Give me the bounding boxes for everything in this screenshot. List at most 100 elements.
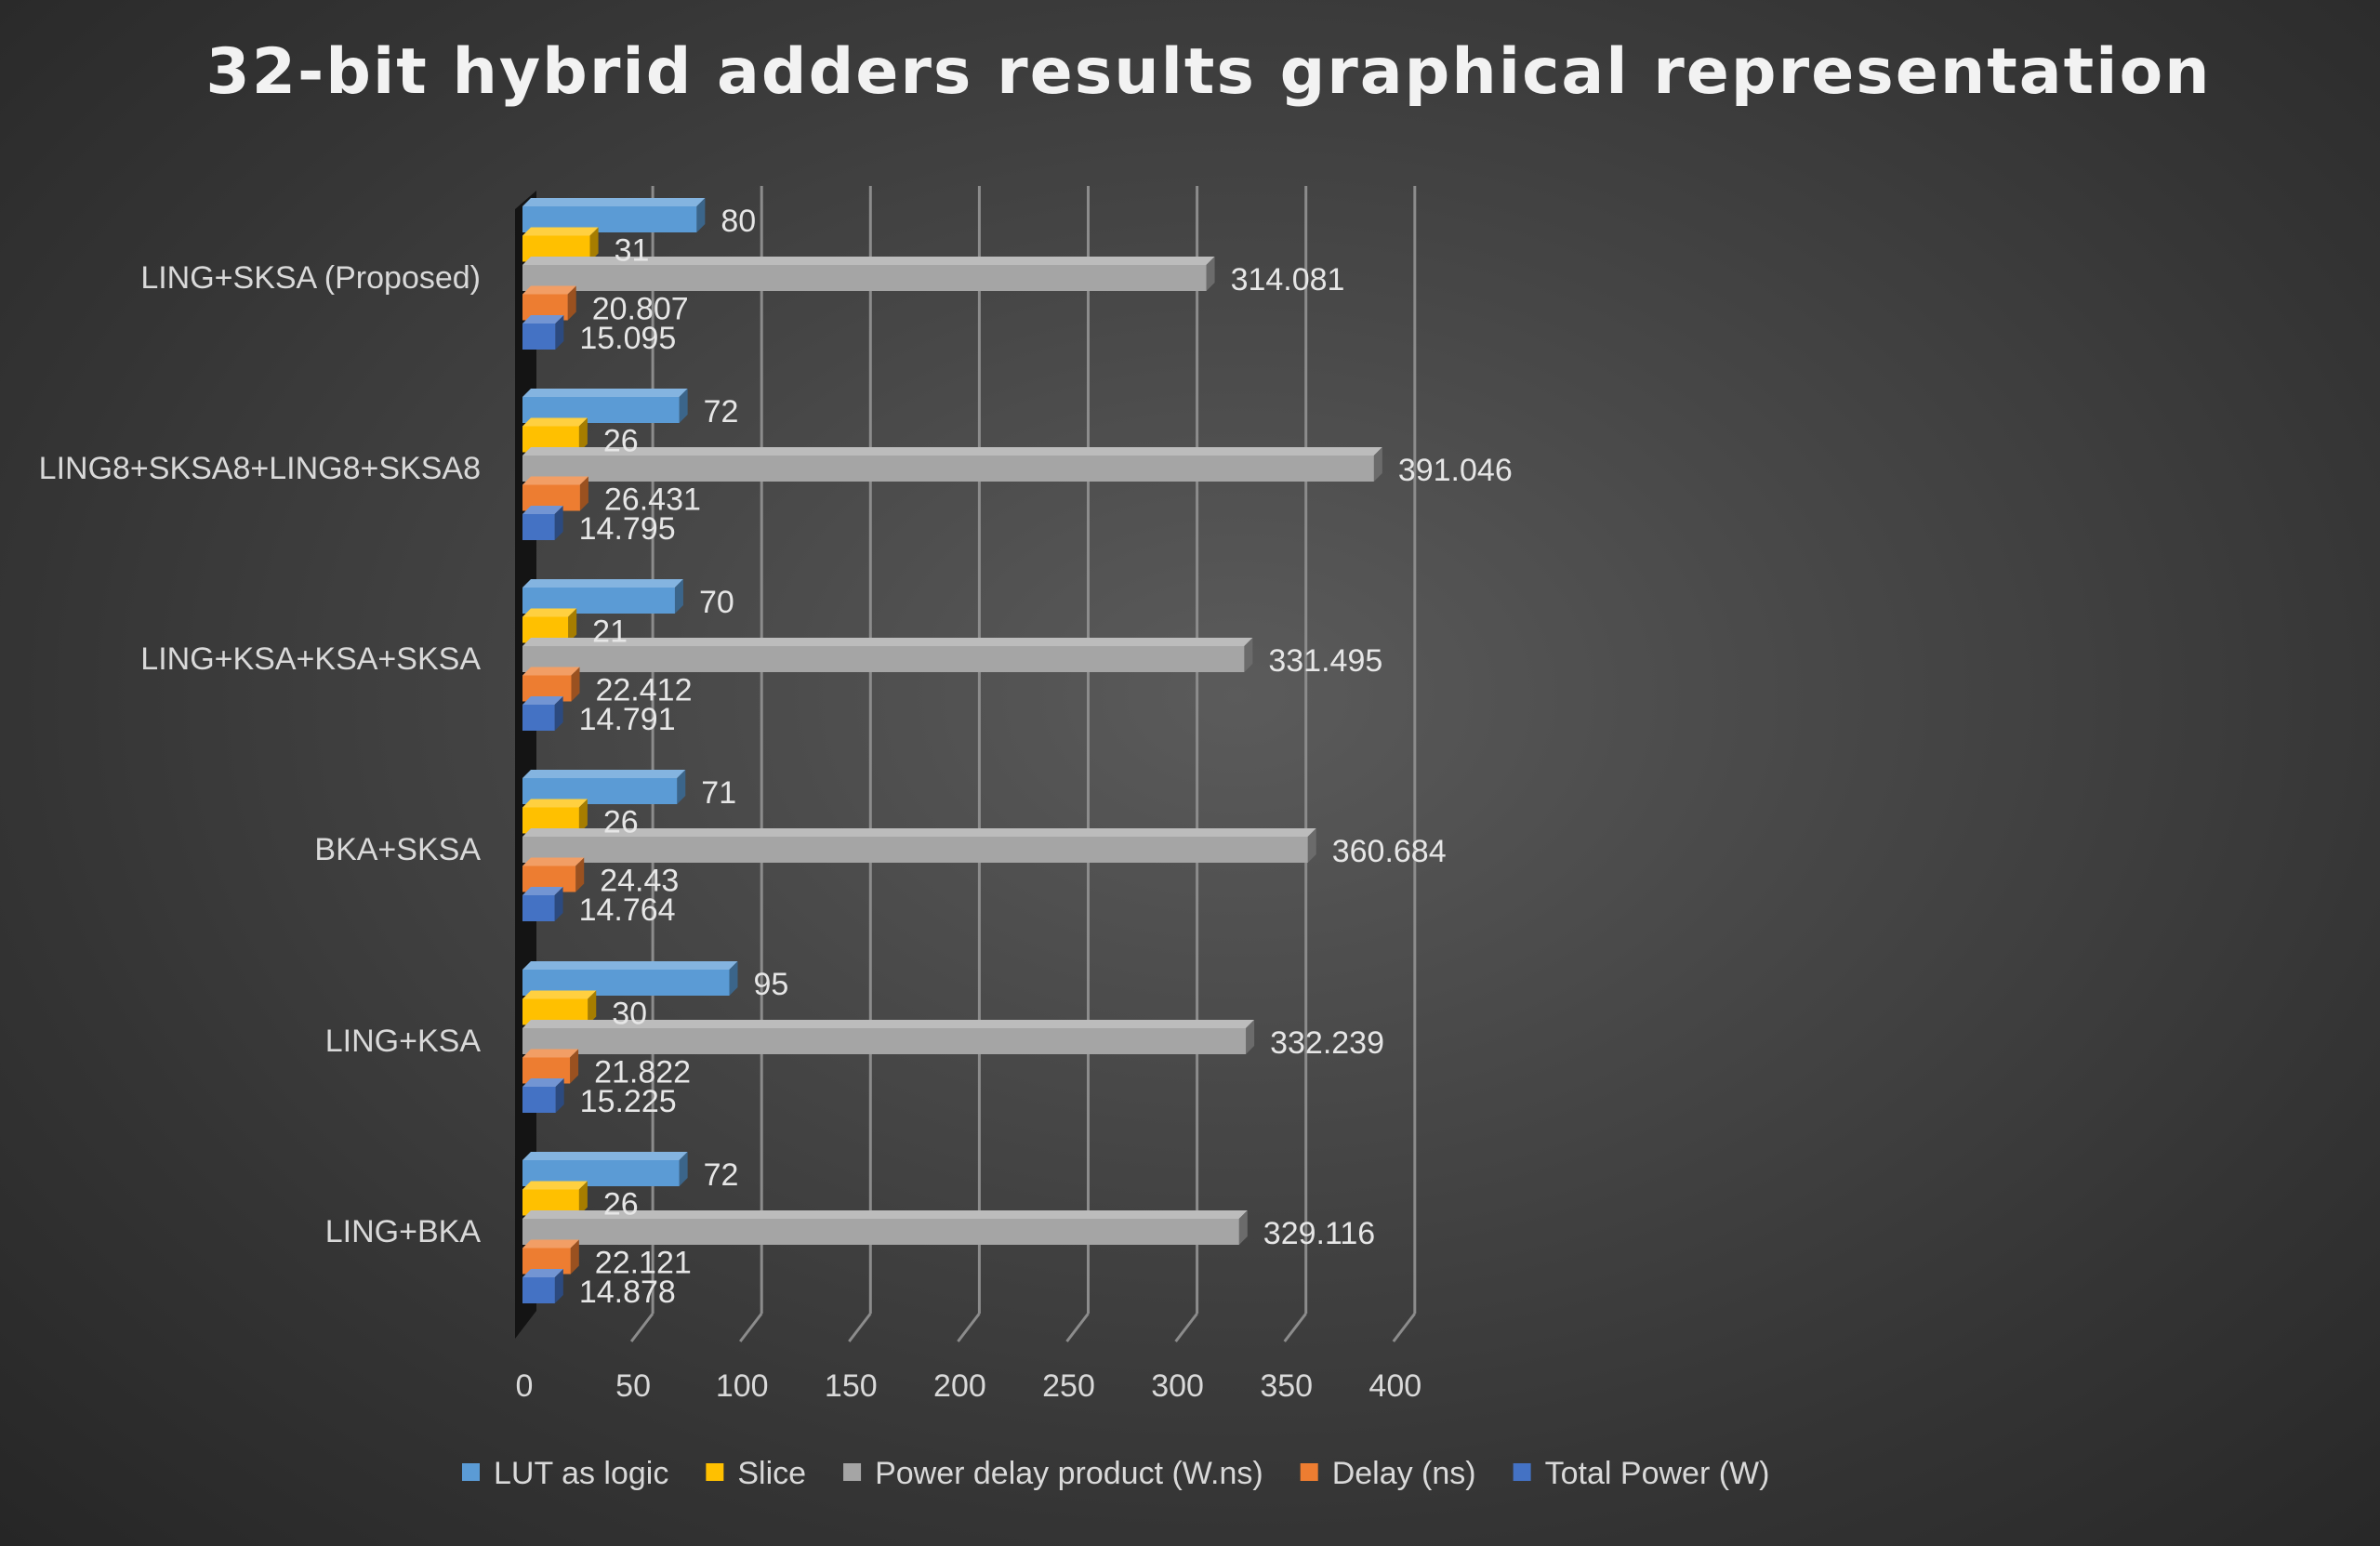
legend-label: LUT as logic	[494, 1456, 668, 1491]
bar-top-face	[522, 887, 563, 895]
bar-end-face	[575, 857, 585, 892]
legend: LUT as logic Slice Power delay product (W.…	[462, 1456, 1769, 1491]
data-label: 26	[603, 424, 639, 459]
bar-top-face	[522, 417, 588, 427]
bar-front-face	[522, 837, 1308, 863]
bar-end-face	[729, 961, 738, 996]
legend-item: Total Power (W)	[1513, 1456, 1769, 1491]
bar-end-face	[567, 285, 576, 321]
bar-end-face	[1307, 828, 1316, 863]
labels-layer: LING+SKSA (Proposed) LING8+SKSA8+LING8+SK…	[39, 204, 1513, 1310]
bar-end-face	[588, 990, 597, 1025]
bar	[522, 1152, 688, 1186]
bar	[522, 1239, 579, 1275]
bar-end-face	[1238, 1210, 1248, 1245]
category-label: BKA+SKSA	[314, 832, 481, 867]
bar-end-face	[570, 1239, 579, 1275]
bar-end-face	[677, 770, 686, 804]
bar-top-face	[522, 1239, 579, 1249]
bar-end-face	[1373, 447, 1382, 482]
data-label: 30	[612, 997, 647, 1032]
bar	[522, 315, 564, 350]
bar-end-face	[674, 579, 683, 614]
bar	[522, 1049, 579, 1084]
legend-label: Power delay product (W.ns)	[875, 1456, 1263, 1491]
x-tick-label: 250	[1042, 1368, 1095, 1404]
bar-front-face	[522, 895, 555, 921]
bar-end-face	[679, 389, 688, 423]
bar-top-face	[522, 1181, 588, 1190]
data-label: 14.764	[579, 892, 676, 928]
data-label: 21.822	[594, 1055, 691, 1090]
chart-title: 32-bit hybrid adders results graphical r…	[205, 35, 2211, 109]
bar-front-face	[522, 1219, 1239, 1245]
bar	[522, 476, 588, 511]
bar-top-face	[522, 1269, 563, 1277]
bar	[522, 1210, 1248, 1245]
bar	[522, 285, 576, 321]
category-label: LING8+SKSA8+LING8+SKSA8	[39, 451, 481, 486]
bar-front-face	[522, 1087, 556, 1113]
bar-top-face	[522, 447, 1382, 456]
bar-end-face	[555, 315, 564, 350]
gridline-floor	[629, 1313, 654, 1342]
data-label: 360.684	[1332, 834, 1447, 869]
bar-end-face	[1246, 1020, 1255, 1054]
bar	[522, 799, 588, 834]
x-tick-label: 350	[1260, 1368, 1313, 1404]
bar-top-face	[522, 1049, 579, 1058]
data-label: 314.081	[1231, 262, 1345, 297]
data-label: 329.116	[1263, 1216, 1375, 1251]
bar-end-face	[568, 608, 577, 643]
legend-item: Power delay product (W.ns)	[843, 1456, 1263, 1491]
bar	[522, 447, 1382, 482]
bar-end-face	[554, 887, 563, 921]
gridline-floor	[1065, 1313, 1090, 1342]
bar	[522, 667, 580, 702]
bar	[522, 770, 686, 804]
bar-top-face	[522, 389, 688, 397]
bar-front-face	[522, 456, 1374, 482]
bar-top-face	[522, 227, 599, 236]
bar-front-face	[522, 705, 555, 731]
bar-end-face	[570, 1049, 579, 1084]
gridline-floor	[1283, 1313, 1307, 1342]
bar-end-face	[1244, 638, 1253, 672]
bar-top-face	[522, 667, 580, 676]
bar-top-face	[522, 506, 563, 514]
category-label: LING+SKSA (Proposed)	[140, 260, 481, 296]
bar-top-face	[522, 315, 564, 324]
bar-top-face	[522, 828, 1316, 837]
legend-label: Slice	[737, 1456, 806, 1491]
legend-item: LUT as logic	[462, 1456, 668, 1491]
data-label: 14.878	[579, 1275, 676, 1310]
bar-top-face	[522, 1210, 1248, 1219]
bar	[522, 1181, 588, 1216]
bar-top-face	[522, 696, 563, 705]
bar-top-face	[522, 961, 738, 970]
bar-top-face	[522, 257, 1215, 265]
gridline-floor	[1174, 1313, 1198, 1342]
data-label: 391.046	[1398, 453, 1513, 488]
bar	[522, 1020, 1255, 1054]
bar-top-face	[522, 1078, 564, 1087]
category-label: LING+KSA+KSA+SKSA	[140, 641, 481, 677]
data-label: 331.495	[1268, 643, 1382, 679]
data-label: 72	[704, 1157, 739, 1193]
bar-end-face	[696, 198, 706, 232]
data-label: 20.807	[592, 292, 689, 327]
gridline-floor	[957, 1313, 981, 1342]
bar-top-face	[522, 476, 588, 485]
legend-item: Slice	[706, 1456, 806, 1491]
data-label: 14.795	[579, 511, 676, 547]
data-label: 26.431	[604, 482, 701, 518]
bar	[522, 608, 577, 643]
category-label: LING+KSA	[325, 1024, 482, 1059]
bar-top-face	[522, 857, 585, 866]
bar-end-face	[578, 417, 588, 453]
data-label: 21	[592, 614, 628, 650]
legend-swatch	[462, 1463, 480, 1481]
bar-end-face	[579, 476, 588, 511]
bar-top-face	[522, 1152, 688, 1160]
bar-end-face	[571, 667, 580, 702]
